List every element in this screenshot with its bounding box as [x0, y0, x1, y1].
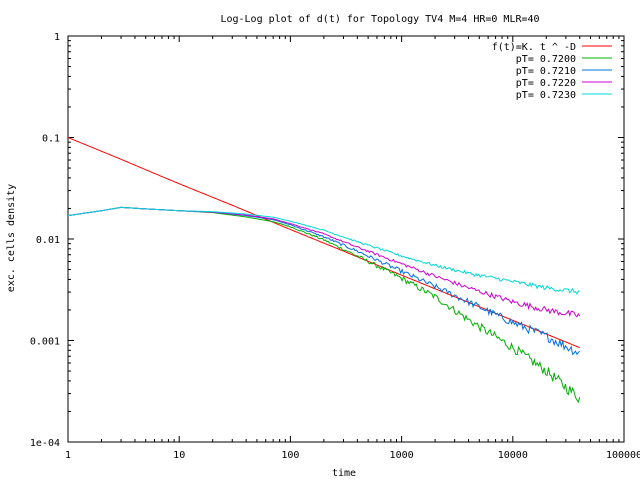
axis-ticks: 1 10 100 1000 10000 100000 1 0.1 0.01 0.001 1e-04	[30, 32, 640, 461]
y-axis-label: exc. cells density	[6, 184, 17, 292]
legend-label: pT= 0.7220	[516, 78, 576, 89]
y-tick-label: 1	[54, 32, 60, 43]
legend-label: f(t)=K. t ^ -D	[492, 42, 576, 53]
series-line-1	[67, 206, 581, 404]
legend-label: pT= 0.7210	[516, 66, 576, 77]
series-line-3	[67, 206, 581, 318]
x-tick-label: 1000	[390, 450, 414, 461]
series-line-0	[67, 137, 580, 349]
x-tick-label: 100000	[606, 450, 640, 461]
series-line-4	[67, 206, 580, 295]
x-tick-label: 10	[173, 450, 185, 461]
chart-title: Log-Log plot of d(t) for Topology TV4 M=…	[220, 14, 539, 25]
y-tick-label: 0.1	[42, 134, 60, 145]
x-tick-label: 10000	[498, 450, 528, 461]
y-tick-label: 0.01	[36, 235, 60, 246]
x-tick-label: 1	[65, 450, 71, 461]
series-group	[67, 137, 581, 404]
legend-label: pT= 0.7200	[516, 54, 576, 65]
legend-label: pT= 0.7230	[516, 90, 576, 101]
x-tick-label: 100	[281, 450, 299, 461]
y-tick-label: 1e-04	[30, 438, 60, 449]
y-tick-label: 0.001	[30, 337, 60, 348]
x-axis-label: time	[332, 468, 356, 479]
